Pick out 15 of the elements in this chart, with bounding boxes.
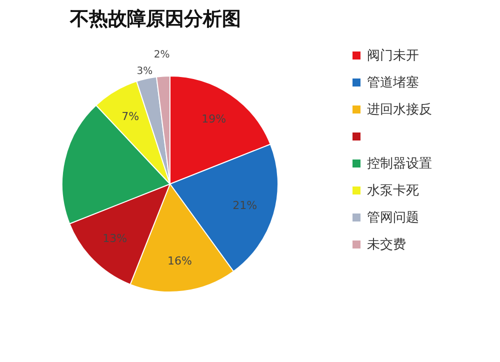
chart-title: 不热故障原因分析图 xyxy=(69,8,241,30)
data-label: 3% xyxy=(136,66,153,77)
legend-label: 管道堵塞 xyxy=(367,74,419,90)
legend-label: 水泵卡死 xyxy=(367,184,419,198)
data-label: 16% xyxy=(168,254,192,268)
data-label: 21% xyxy=(232,198,258,212)
legend-label: 未交费 xyxy=(367,236,406,252)
legend-label: 控制器设置 xyxy=(367,156,432,172)
legend-label: 阀门未开 xyxy=(367,48,419,64)
data-label: 2% xyxy=(154,49,170,60)
data-label: 13% xyxy=(102,232,128,246)
data-label: 7% xyxy=(122,110,140,123)
data-label: 19% xyxy=(202,112,226,126)
legend-label: 管网问题 xyxy=(367,210,419,226)
legend-label: 进回水接反 xyxy=(367,102,432,118)
